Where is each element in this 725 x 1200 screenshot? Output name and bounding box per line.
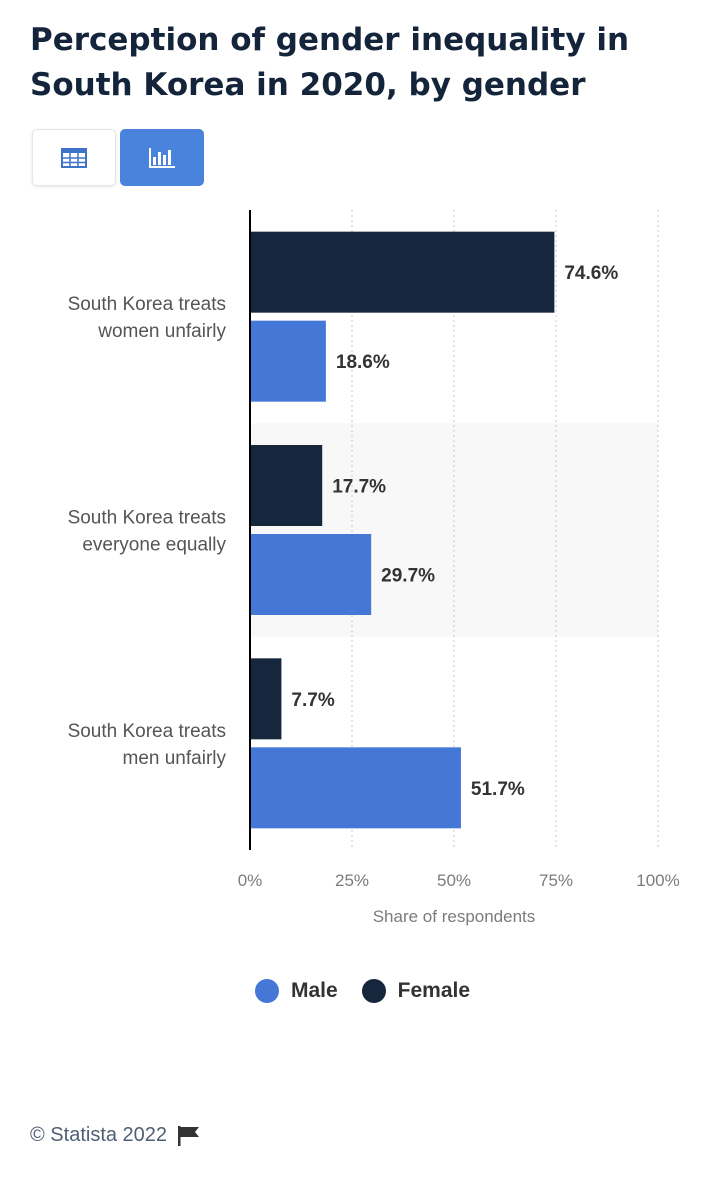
bar-female (250, 231, 555, 313)
x-tick-label: 100% (636, 871, 679, 890)
bar-male (250, 320, 326, 402)
category-label: men unfairly (123, 748, 227, 769)
legend-marker-female (361, 979, 386, 1003)
legend-label-female: Female (397, 979, 471, 1002)
data-label: 18.6% (336, 352, 390, 373)
legend-item-male[interactable]: Male (254, 979, 338, 1003)
x-tick-label: 75% (539, 871, 573, 890)
x-tick-label: 25% (335, 871, 369, 890)
table-icon (61, 147, 87, 168)
x-tick-label: 50% (437, 871, 471, 890)
bar-chart: 0% 25% 50% 75% 100% Share of respondents South… (68, 210, 680, 926)
data-label: 74.6% (564, 263, 618, 284)
legend: Male Female (0, 976, 725, 1006)
copyright-text[interactable]: © Statista 2022 (30, 1124, 168, 1146)
bar-male (250, 747, 461, 829)
table-view-button[interactable] (32, 129, 116, 186)
category-label: everyone equally (82, 535, 226, 556)
chart-title: Perception of gender inequality in South… (30, 22, 630, 103)
legend-item-female[interactable]: Female (361, 979, 471, 1003)
bar-female (250, 445, 323, 526)
bar-male (250, 534, 372, 615)
data-label: 51.7% (471, 779, 525, 800)
category-label: South Korea treats (68, 508, 226, 529)
data-label: 7.7% (291, 690, 334, 711)
x-tick-label: 0% (238, 871, 263, 890)
flag-icon[interactable] (177, 1125, 201, 1147)
category-label: South Korea treats (68, 721, 226, 742)
bar-chart-icon (149, 147, 175, 168)
category-label: women unfairly (97, 321, 226, 342)
legend-label-male: Male (290, 979, 338, 1002)
bar-female (250, 658, 282, 740)
data-label: 17.7% (332, 477, 386, 498)
chart-view-button[interactable] (120, 129, 204, 186)
data-label: 29.7% (381, 566, 435, 587)
footer: © Statista 2022 (30, 1124, 201, 1147)
category-label: South Korea treats (68, 294, 226, 315)
x-axis-title: Share of respondents (373, 907, 536, 926)
legend-marker-male (254, 979, 279, 1003)
